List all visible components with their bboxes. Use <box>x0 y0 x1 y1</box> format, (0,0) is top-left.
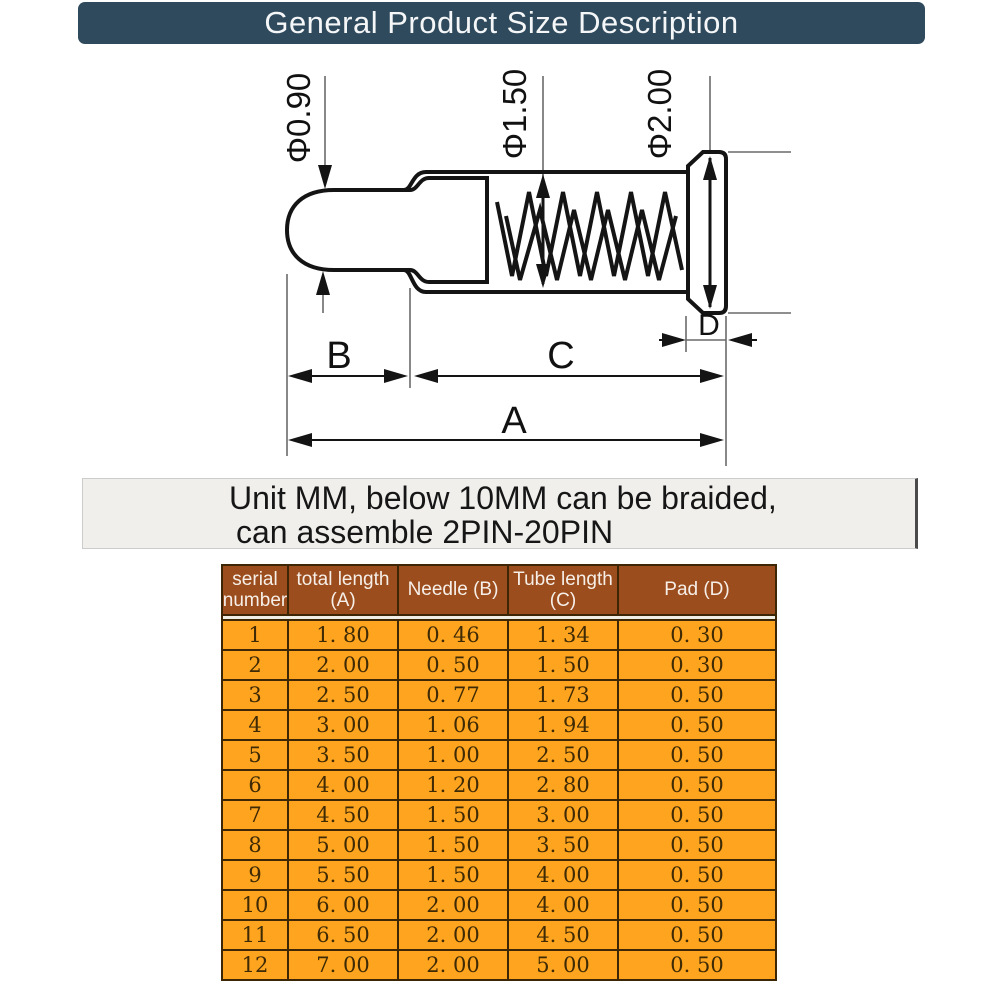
cell-r10-needle: 2. 00 <box>399 891 507 919</box>
size-table: serial number total length (A) Needle (B… <box>221 564 777 981</box>
cell-r10-total: 6. 00 <box>289 891 397 919</box>
cell-r12-tube: 5. 00 <box>509 951 617 979</box>
tip-diameter-arrow-down <box>318 165 332 189</box>
cell-r5-needle: 1. 00 <box>399 741 507 769</box>
cell-r3-total: 2. 50 <box>289 681 397 709</box>
col-header-total-length: total length (A) <box>289 566 397 614</box>
cell-r6-tube: 2. 80 <box>509 771 617 799</box>
tube-diameter-label: Φ1.50 <box>496 69 533 160</box>
cell-r10-serial: 10 <box>223 891 287 919</box>
cell-r10-tube: 4. 00 <box>509 891 617 919</box>
cell-r2-tube: 1. 50 <box>509 651 617 679</box>
cell-r4-serial: 4 <box>223 711 287 739</box>
cell-r11-needle: 2. 00 <box>399 921 507 949</box>
cell-r8-pad: 0. 50 <box>619 831 775 859</box>
col-header-serial: serial number <box>223 566 287 614</box>
cell-r2-total: 2. 00 <box>289 651 397 679</box>
cell-r3-needle: 0. 77 <box>399 681 507 709</box>
cell-r1-tube: 1. 34 <box>509 621 617 649</box>
cell-r4-total: 3. 00 <box>289 711 397 739</box>
cell-r9-needle: 1. 50 <box>399 861 507 889</box>
cell-r5-total: 3. 50 <box>289 741 397 769</box>
cell-r1-total: 1. 80 <box>289 621 397 649</box>
pad-thickness-label: D <box>698 309 720 342</box>
diameter-arrows <box>316 156 717 309</box>
tip-diameter-arrow-up <box>316 271 330 295</box>
cell-r6-total: 4. 00 <box>289 771 397 799</box>
extension-lines <box>286 76 791 466</box>
cell-r12-serial: 12 <box>223 951 287 979</box>
cell-r7-needle: 1. 50 <box>399 801 507 829</box>
cell-r4-needle: 1. 06 <box>399 711 507 739</box>
cell-r4-pad: 0. 50 <box>619 711 775 739</box>
cell-r5-pad: 0. 50 <box>619 741 775 769</box>
cell-r3-pad: 0. 50 <box>619 681 775 709</box>
length-dimensions <box>288 333 757 447</box>
cell-r6-serial: 6 <box>223 771 287 799</box>
col-header-pad: Pad (D) <box>619 566 775 614</box>
col-header-needle: Needle (B) <box>399 566 507 614</box>
cell-r11-pad: 0. 50 <box>619 921 775 949</box>
cell-r8-serial: 8 <box>223 831 287 859</box>
cell-r2-needle: 0. 50 <box>399 651 507 679</box>
plunger-needle-outline <box>284 176 489 284</box>
tip-diameter-label: Φ0.90 <box>280 73 317 164</box>
cell-r3-serial: 3 <box>223 681 287 709</box>
cell-r6-pad: 0. 50 <box>619 771 775 799</box>
cell-r1-serial: 1 <box>223 621 287 649</box>
cell-r1-needle: 0. 46 <box>399 621 507 649</box>
cell-r7-pad: 0. 50 <box>619 801 775 829</box>
pogo-pin-dimension-drawing: Φ0.90 Φ1.50 Φ2.00 B C D A <box>280 69 791 466</box>
unit-note: Unit MM, below 10MM can be braided, can … <box>82 478 918 549</box>
pad-diameter-label: Φ2.00 <box>641 69 678 160</box>
title-banner: General Product Size Description <box>78 2 925 44</box>
cell-r1-pad: 0. 30 <box>619 621 775 649</box>
cell-r9-total: 5. 50 <box>289 861 397 889</box>
cell-r9-serial: 9 <box>223 861 287 889</box>
cell-r6-needle: 1. 20 <box>399 771 507 799</box>
cell-r7-serial: 7 <box>223 801 287 829</box>
cell-r11-tube: 4. 50 <box>509 921 617 949</box>
cell-r5-tube: 2. 50 <box>509 741 617 769</box>
unit-note-line1: Unit MM, below 10MM can be braided, <box>229 480 777 516</box>
cell-r2-pad: 0. 30 <box>619 651 775 679</box>
tube-length-label: C <box>547 335 574 377</box>
cell-r11-serial: 11 <box>223 921 287 949</box>
cell-r4-tube: 1. 94 <box>509 711 617 739</box>
cell-r12-total: 7. 00 <box>289 951 397 979</box>
needle-length-label: B <box>326 335 351 377</box>
cell-r12-needle: 2. 00 <box>399 951 507 979</box>
pad-flange-outline <box>686 150 728 315</box>
cell-r8-tube: 3. 50 <box>509 831 617 859</box>
cell-r10-pad: 0. 50 <box>619 891 775 919</box>
page-title: General Product Size Description <box>264 5 739 40</box>
cell-r7-total: 4. 50 <box>289 801 397 829</box>
cell-r8-total: 5. 00 <box>289 831 397 859</box>
cell-r11-total: 6. 50 <box>289 921 397 949</box>
cell-r2-serial: 2 <box>223 651 287 679</box>
cell-r3-tube: 1. 73 <box>509 681 617 709</box>
spring-coil <box>495 191 684 281</box>
unit-note-line2: can assemble 2PIN-20PIN <box>236 514 614 550</box>
cell-r12-pad: 0. 50 <box>619 951 775 979</box>
cell-r9-pad: 0. 50 <box>619 861 775 889</box>
col-header-tube-length: Tube length (C) <box>509 566 617 614</box>
cell-r7-tube: 3. 00 <box>509 801 617 829</box>
cell-r8-needle: 1. 50 <box>399 831 507 859</box>
total-length-label: A <box>501 400 527 442</box>
cell-r5-serial: 5 <box>223 741 287 769</box>
cell-r9-tube: 4. 00 <box>509 861 617 889</box>
header-separator <box>223 616 775 619</box>
